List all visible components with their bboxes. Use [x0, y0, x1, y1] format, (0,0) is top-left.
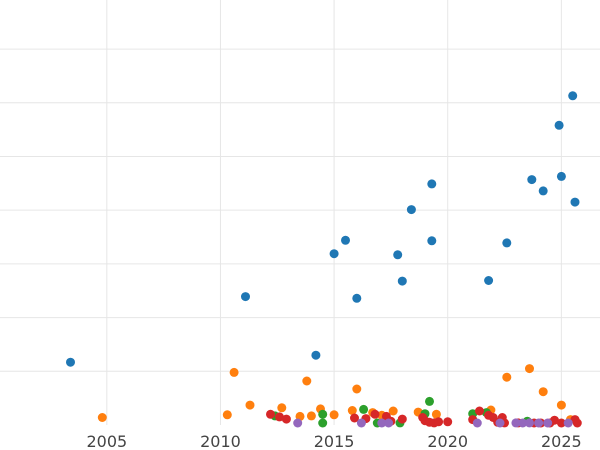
x-tick-label: 2025	[541, 432, 582, 450]
data-point	[568, 91, 578, 101]
data-point	[347, 406, 357, 415]
x-tick-label: 2015	[314, 432, 355, 450]
data-point	[431, 409, 441, 419]
data-point	[306, 411, 316, 421]
data-point	[245, 400, 255, 410]
x-tick-label: 2010	[200, 432, 241, 450]
data-point	[543, 418, 553, 428]
data-point	[302, 376, 312, 386]
data-point	[406, 205, 416, 215]
data-point	[556, 418, 566, 428]
data-point	[329, 410, 339, 420]
data-point	[538, 186, 548, 196]
data-point	[352, 293, 362, 303]
data-point	[222, 410, 232, 420]
data-point	[241, 292, 250, 302]
data-point	[475, 406, 484, 416]
data-point	[397, 414, 407, 424]
data-point	[511, 418, 521, 428]
data-point	[550, 415, 559, 425]
data-point	[318, 418, 328, 428]
data-point	[266, 409, 275, 419]
data-point	[97, 413, 107, 422]
data-point	[570, 197, 580, 207]
data-point	[556, 400, 566, 410]
data-point	[397, 276, 407, 286]
data-point	[443, 417, 453, 427]
data-point	[352, 384, 362, 394]
data-point	[318, 409, 328, 419]
data-point	[388, 406, 398, 416]
data-point	[572, 418, 582, 428]
data-points	[66, 91, 582, 428]
data-point	[425, 396, 434, 406]
data-point	[229, 367, 239, 377]
x-tick-label: 2005	[86, 432, 127, 450]
x-tick-label: 2020	[427, 432, 468, 450]
data-point	[556, 171, 566, 181]
data-point	[384, 418, 394, 428]
data-point	[434, 417, 444, 427]
data-point	[393, 250, 403, 260]
data-point	[341, 235, 350, 245]
data-point	[484, 276, 494, 285]
data-point	[377, 418, 387, 428]
data-point	[472, 418, 482, 428]
data-point	[275, 412, 284, 422]
data-point	[502, 238, 512, 248]
data-point	[525, 364, 534, 374]
x-tick-labels: 2005 2010 2015 2020 2025	[86, 432, 581, 450]
data-point	[329, 249, 339, 259]
data-point	[495, 418, 505, 428]
data-point	[554, 120, 564, 130]
data-point	[563, 418, 573, 428]
data-point	[370, 409, 380, 419]
data-point	[527, 175, 537, 185]
data-point	[281, 414, 291, 424]
data-point	[427, 179, 437, 189]
data-point	[359, 404, 369, 414]
data-point	[356, 418, 366, 428]
data-point	[525, 418, 534, 428]
data-point	[311, 350, 321, 360]
data-point	[534, 418, 544, 428]
data-point	[502, 372, 512, 382]
grid-lines	[0, 0, 600, 425]
data-point	[538, 387, 548, 397]
data-point	[518, 418, 528, 428]
data-point	[66, 357, 75, 367]
data-point	[427, 236, 437, 246]
data-point	[293, 418, 303, 428]
data-point	[350, 413, 359, 423]
data-point	[277, 403, 287, 413]
